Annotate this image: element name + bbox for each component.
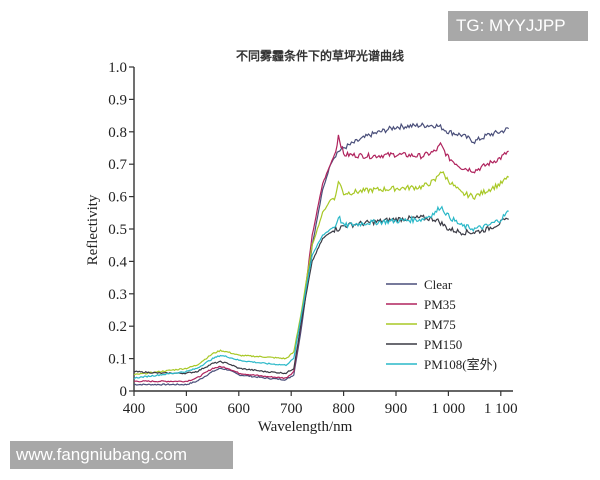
series-lines [133, 122, 510, 386]
series-line [133, 171, 509, 376]
y-axis-label: Reflectivity [85, 194, 101, 265]
y-tick-label: 0.2 [108, 319, 127, 335]
x-tick-label: 1 000 [432, 401, 466, 417]
legend-label: Clear [424, 277, 453, 292]
x-tick-label: 700 [280, 401, 303, 417]
y-tick-label: 1.0 [108, 60, 127, 76]
x-axis-label: Wavelength/nm [258, 419, 353, 435]
series-line [134, 134, 509, 383]
y-tick-label: 0.3 [108, 287, 127, 303]
y-tick-label: 0.9 [108, 92, 127, 108]
legend-label: PM150 [424, 337, 462, 352]
x-tick-label: 900 [385, 401, 408, 417]
legend: Clear PM35 PM75 PM150 PM108(室外) [386, 277, 497, 372]
x-tick-label: 500 [175, 401, 198, 417]
series-line [133, 214, 509, 375]
y-tick-label: 0.8 [108, 125, 127, 141]
series-line [133, 205, 509, 380]
y-tick-label: 0.4 [108, 254, 127, 270]
x-tick-label: 400 [123, 401, 146, 417]
legend-label: PM35 [424, 297, 456, 312]
legend-label: PM108(室外) [424, 357, 497, 372]
axes: 0 0.1 0.2 0.3 0.4 0.5 0.6 0.7 0.8 0.9 1.0 400 500 600… [108, 60, 517, 417]
legend-label: PM75 [424, 317, 456, 332]
x-tick-label: 600 [228, 401, 251, 417]
x-tick-label: 1 100 [484, 401, 518, 417]
y-tick-label: 0.6 [108, 190, 127, 206]
y-tick-label: 0.7 [108, 157, 127, 173]
chart-title: 不同雾霾条件下的草坪光谱曲线 [236, 48, 404, 63]
watermark-top: TG: MYYJJPP [448, 11, 588, 41]
watermark-bottom: www.fangniubang.com [10, 441, 233, 469]
x-tick-label: 800 [332, 401, 355, 417]
series-line [133, 122, 510, 386]
y-tick-label: 0.1 [108, 352, 127, 368]
y-tick-label: 0.5 [108, 222, 127, 238]
y-tick-label: 0 [120, 384, 128, 400]
